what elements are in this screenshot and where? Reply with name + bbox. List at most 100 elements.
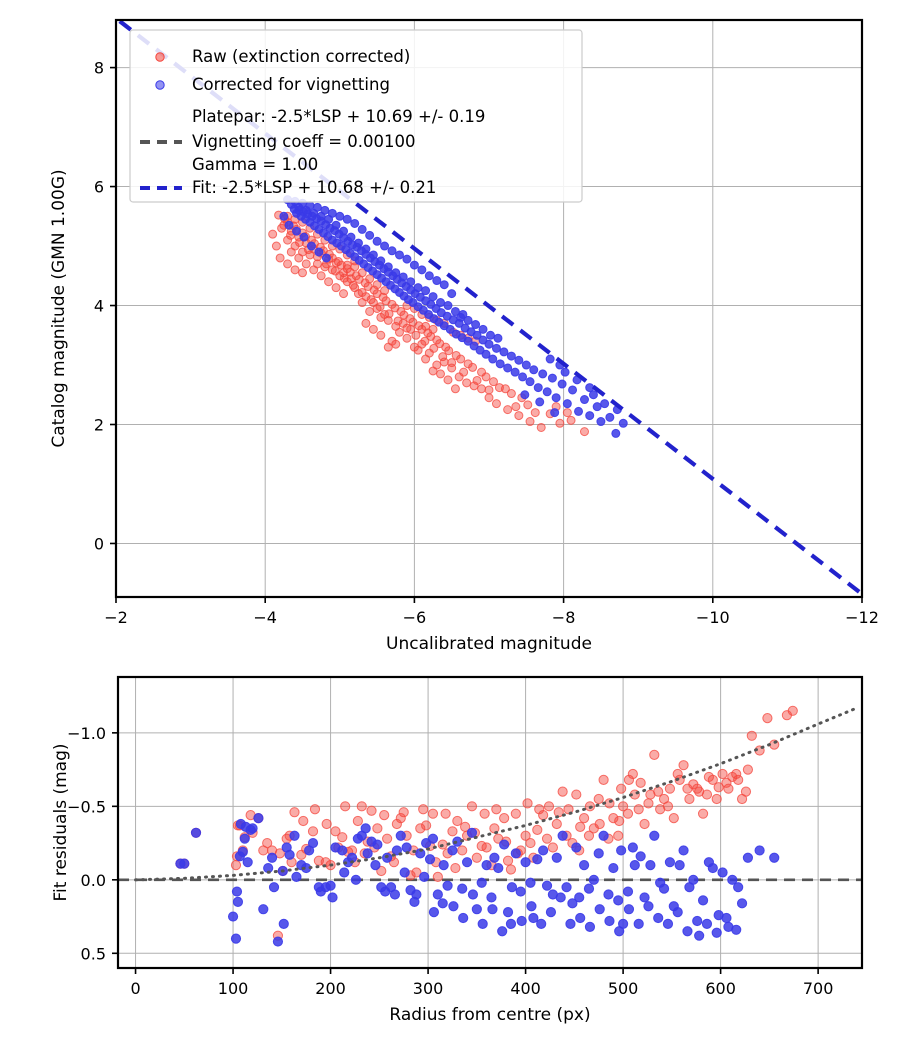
data-point	[533, 383, 543, 393]
legend-label: Corrected for vignetting	[192, 75, 390, 94]
data-point	[436, 369, 446, 379]
data-point	[471, 852, 482, 863]
x-tick-label: 600	[705, 979, 736, 998]
data-point	[469, 341, 479, 351]
data-point	[411, 867, 422, 878]
data-point	[447, 826, 458, 837]
data-point	[346, 274, 356, 284]
data-point	[742, 764, 754, 775]
legend-label: Gamma = 1.00	[192, 155, 318, 174]
data-point	[575, 912, 586, 924]
y-tick-label: −0.5	[67, 797, 106, 816]
data-point	[611, 428, 621, 438]
data-point	[372, 236, 382, 246]
data-point	[450, 384, 460, 394]
data-point	[633, 918, 644, 930]
data-point	[649, 830, 660, 841]
data-point	[370, 860, 381, 871]
data-point	[707, 774, 718, 785]
data-point	[272, 936, 284, 947]
data-point	[502, 907, 514, 918]
data-point	[484, 339, 494, 349]
data-point	[357, 268, 367, 278]
data-point	[475, 345, 485, 355]
data-point	[529, 365, 539, 375]
data-point	[514, 355, 524, 365]
data-point	[457, 845, 468, 856]
x-tick-label: −12	[845, 608, 879, 627]
data-point	[466, 827, 478, 838]
data-point	[271, 241, 281, 251]
data-point	[462, 378, 472, 388]
plot-area	[118, 20, 862, 596]
data-point	[398, 318, 408, 328]
data-point	[478, 324, 488, 334]
data-point	[286, 247, 296, 257]
data-point	[746, 730, 757, 741]
data-point	[562, 399, 572, 409]
data-point	[365, 274, 375, 284]
data-point	[484, 385, 494, 395]
data-point	[594, 904, 605, 915]
data-point	[301, 259, 311, 269]
data-point	[585, 411, 595, 421]
data-point	[330, 826, 341, 837]
data-point	[495, 359, 505, 369]
data-point	[398, 272, 408, 282]
data-point	[518, 372, 528, 382]
data-point	[443, 375, 453, 385]
data-point	[391, 845, 402, 856]
data-point	[536, 918, 547, 930]
data-point	[697, 895, 709, 906]
legend-item[interactable]: Corrected for vignetting	[155, 75, 390, 94]
data-point	[380, 886, 391, 897]
data-point	[664, 783, 676, 794]
data-point	[339, 867, 350, 878]
data-point	[382, 833, 393, 844]
data-point	[389, 889, 401, 900]
data-point	[413, 283, 423, 293]
data-point	[488, 354, 498, 364]
data-point	[678, 845, 689, 856]
y-tick-label: 6	[94, 178, 104, 197]
data-point	[278, 918, 289, 930]
data-point	[365, 306, 375, 316]
data-point	[342, 214, 352, 224]
data-point	[387, 246, 397, 256]
y-axis-label: Fit residuals (mag)	[51, 744, 71, 902]
data-point	[583, 883, 595, 894]
data-point	[520, 390, 530, 400]
data-point	[530, 408, 540, 418]
data-point	[534, 804, 545, 815]
data-point	[337, 845, 348, 856]
legend-item[interactable]: Gamma = 1.00	[192, 155, 318, 174]
legend-item[interactable]: Fit: -2.5*LSP + 10.68 +/- 0.21	[140, 178, 436, 197]
data-point	[460, 821, 471, 833]
data-point	[682, 783, 693, 794]
data-point	[402, 333, 412, 343]
data-point	[466, 801, 478, 812]
data-point	[516, 915, 527, 927]
legend-item[interactable]: Raw (extinction corrected)	[155, 47, 410, 66]
legend-item[interactable]: Vignetting coeff = 0.00100	[140, 132, 416, 151]
data-point	[532, 854, 543, 865]
data-point	[451, 350, 461, 360]
data-point	[440, 808, 451, 819]
data-point	[613, 895, 624, 906]
data-point	[447, 845, 458, 856]
data-point	[639, 818, 650, 830]
legend-item[interactable]: Platepar: -2.5*LSP + 10.69 +/- 0.19	[192, 107, 485, 126]
data-point	[588, 874, 599, 885]
data-point	[711, 927, 722, 938]
data-point	[694, 930, 705, 941]
data-point	[460, 323, 470, 333]
data-point	[477, 918, 488, 930]
data-point	[331, 283, 341, 293]
data-point	[240, 821, 251, 833]
data-point	[447, 363, 457, 373]
data-point	[306, 241, 316, 251]
data-point	[672, 768, 683, 780]
data-point	[443, 301, 453, 311]
x-tick-label: 700	[803, 979, 834, 998]
